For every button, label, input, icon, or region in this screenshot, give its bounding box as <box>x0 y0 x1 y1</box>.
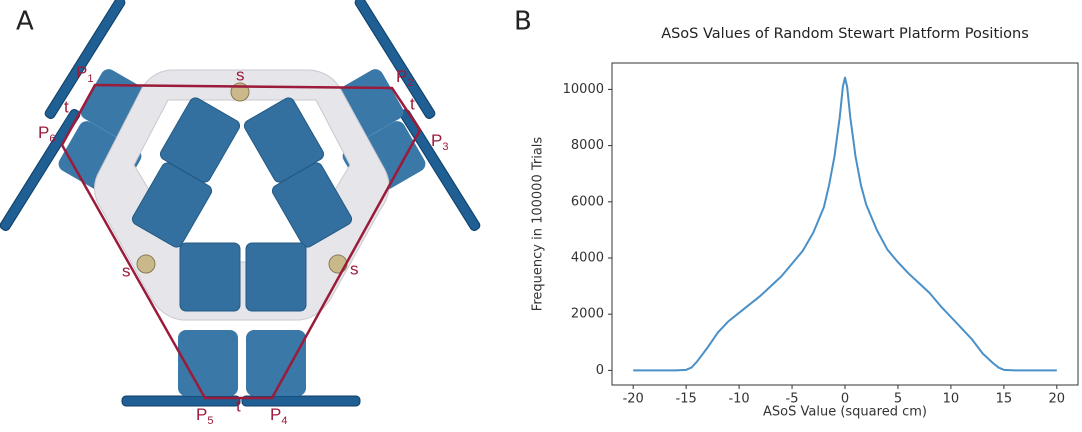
point-letter: P <box>38 123 49 142</box>
point-label: P5 <box>196 405 213 426</box>
point-index: 3 <box>442 141 448 153</box>
point-label: P3 <box>431 131 448 152</box>
y-tick-label: 4000 <box>571 250 604 265</box>
point-letter: P <box>431 131 442 150</box>
point-label: P6 <box>38 123 55 144</box>
x-tick-label: -10 <box>728 392 749 407</box>
side-label: t <box>410 94 415 113</box>
x-tick-label: 15 <box>996 392 1013 407</box>
x-tick-label: -15 <box>676 392 697 407</box>
point-letter: P <box>396 67 407 86</box>
side-label: t <box>236 396 241 415</box>
x-tick-label: 5 <box>894 392 902 407</box>
page: A B <box>0 0 1082 432</box>
x-tick-label: -20 <box>623 392 644 407</box>
data-line <box>633 78 1057 371</box>
y-tick-label: 8000 <box>571 138 604 153</box>
y-tick-label: 10000 <box>563 82 604 97</box>
y-tick-label: 2000 <box>571 307 604 322</box>
point-index: 6 <box>49 133 55 145</box>
side-label: t <box>64 97 69 116</box>
x-tick-label: 0 <box>841 392 849 407</box>
point-label: P1 <box>76 63 93 84</box>
panel-label: A <box>16 7 34 37</box>
point-letter: P <box>196 405 207 424</box>
y-tick-label: 6000 <box>571 194 604 209</box>
point-index: 4 <box>281 415 287 427</box>
plot-frame <box>612 63 1078 385</box>
point-index: 2 <box>407 77 413 89</box>
panel-label: B <box>514 7 532 37</box>
x-tick-label: -5 <box>786 392 799 407</box>
chart-title: ASoS Values of Random Stewart Platform P… <box>661 26 1029 42</box>
x-tick-label: 20 <box>1049 392 1066 407</box>
point-letter: P <box>270 405 281 424</box>
y-tick-label: 0 <box>596 363 604 378</box>
x-axis-label: ASoS Value (squared cm) <box>763 405 927 420</box>
point-label: P4 <box>270 405 287 426</box>
y-axis-label: Frequency in 100000 Trials <box>531 137 546 312</box>
side-label: s <box>122 261 131 280</box>
side-label: s <box>236 65 245 84</box>
point-label: P2 <box>396 67 413 88</box>
point-letter: P <box>76 63 87 82</box>
point-index: 1 <box>87 73 93 85</box>
x-tick-label: 10 <box>943 392 960 407</box>
side-label: s <box>350 259 359 278</box>
point-index: 5 <box>207 415 213 427</box>
figure: A B <box>0 0 1082 432</box>
platform-render <box>0 0 481 406</box>
